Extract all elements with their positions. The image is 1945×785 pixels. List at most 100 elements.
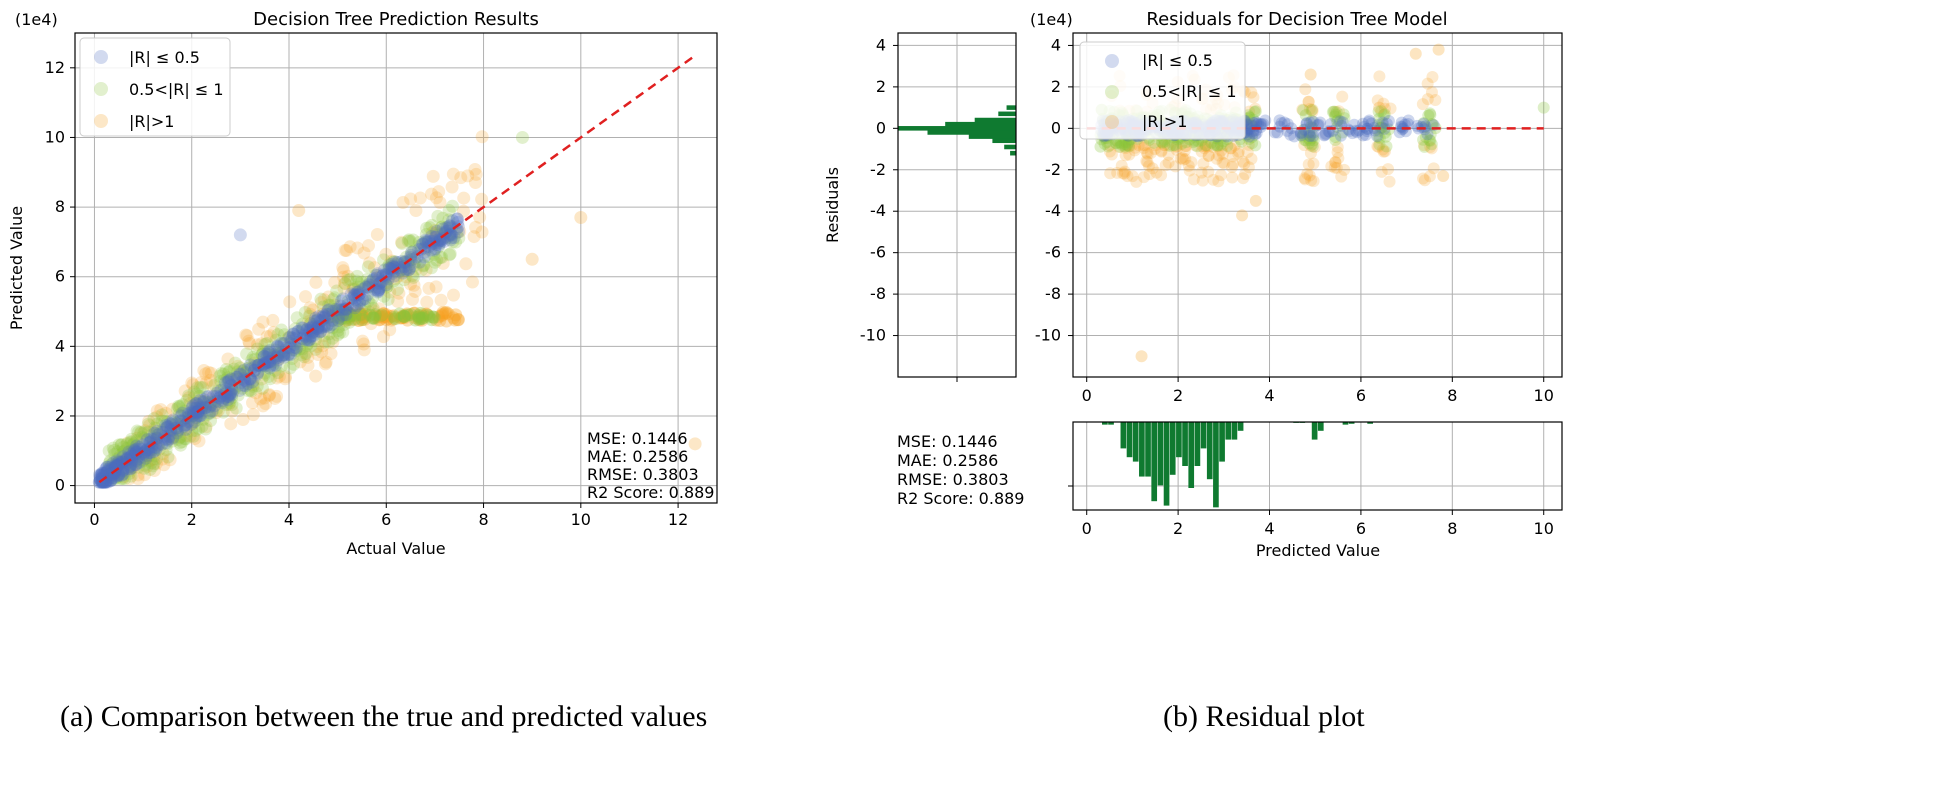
- right-point: [1195, 145, 1208, 158]
- left-point: [395, 311, 409, 325]
- left-point: [425, 313, 439, 327]
- left-point: [129, 445, 143, 459]
- right-point: [1241, 146, 1254, 159]
- bottom-histogram-bar: [1169, 422, 1176, 475]
- right-point: [1140, 146, 1153, 159]
- left-point: [166, 430, 180, 444]
- left-point: [313, 325, 327, 339]
- left-point: [255, 348, 269, 362]
- right-point: [1338, 112, 1351, 125]
- left-point: [172, 408, 186, 422]
- left-point: [341, 294, 355, 308]
- left-point: [352, 313, 366, 327]
- left-point: [228, 356, 242, 370]
- left-point: [334, 312, 348, 326]
- left-point: [186, 417, 200, 431]
- right-point: [1246, 137, 1259, 150]
- left-point: [436, 256, 450, 270]
- left-point: [355, 313, 369, 327]
- left-point: [250, 342, 264, 356]
- right-point: [1307, 129, 1320, 142]
- left-point: [220, 386, 234, 400]
- left-point: [204, 413, 218, 427]
- right-point: [1207, 141, 1220, 154]
- right-point: [1114, 136, 1127, 149]
- left-point: [116, 455, 130, 469]
- left-point: [432, 185, 446, 199]
- left-point: [214, 395, 228, 409]
- right-legend: |R| ≤ 0.5 0.5<|R| ≤ 1 |R|>1: [1079, 41, 1246, 140]
- left-point: [115, 456, 129, 470]
- left-point: [336, 308, 350, 322]
- left-point: [110, 452, 124, 466]
- left-point: [124, 450, 138, 464]
- left-point: [262, 370, 276, 384]
- left-point: [338, 303, 352, 317]
- right-point: [1195, 166, 1208, 179]
- right-point: [1122, 136, 1135, 149]
- left-point: [375, 269, 389, 283]
- left-point: [434, 227, 448, 241]
- left-point: [181, 415, 195, 429]
- left-point: [261, 345, 275, 359]
- left-point: [160, 437, 174, 451]
- left-point: [169, 417, 183, 431]
- left-point: [366, 311, 380, 325]
- left-legend-label-3: |R|>1: [129, 112, 174, 131]
- left-point: [137, 426, 151, 440]
- left-point: [325, 314, 339, 328]
- left-point: [96, 475, 110, 489]
- left-point: [200, 390, 214, 404]
- left-legend-marker-1: [94, 50, 108, 64]
- right-point: [1143, 168, 1156, 181]
- left-point: [343, 309, 357, 323]
- left-point: [271, 328, 285, 342]
- left-point: [391, 269, 405, 283]
- left-point: [397, 260, 411, 274]
- left-point: [182, 391, 196, 405]
- left-point: [409, 262, 423, 276]
- left-point: [239, 328, 253, 342]
- left-point: [417, 250, 431, 264]
- left-point: [292, 335, 306, 349]
- left-point: [402, 262, 416, 276]
- left-point: [396, 309, 410, 323]
- right-point: [1371, 94, 1384, 107]
- left-metrics-box: MSE: 0.1446 MAE: 0.2586 RMSE: 0.3803 R2 …: [587, 429, 714, 502]
- left-point: [197, 393, 211, 407]
- left-point: [399, 262, 413, 276]
- right-point: [1174, 152, 1187, 165]
- right-point: [1250, 116, 1263, 129]
- left-point: [336, 303, 350, 317]
- left-point: [252, 358, 266, 372]
- left-point: [371, 268, 385, 282]
- left-point: [256, 399, 270, 413]
- left-point: [224, 417, 238, 431]
- left-point: [189, 387, 203, 401]
- left-point: [139, 451, 153, 465]
- left-point: [400, 307, 414, 321]
- right-point: [1226, 160, 1239, 173]
- left-point: [217, 367, 231, 381]
- right-point: [1306, 131, 1319, 144]
- left-point: [454, 171, 468, 185]
- left-point: [326, 331, 340, 345]
- left-point: [255, 372, 269, 386]
- left-point: [150, 410, 164, 424]
- right-point: [1242, 161, 1255, 174]
- right-point: [1227, 157, 1240, 170]
- left-point: [116, 467, 130, 481]
- left-point: [199, 401, 213, 415]
- left-point: [515, 130, 529, 144]
- left-point: [201, 396, 215, 410]
- left-point: [473, 210, 487, 224]
- left-point: [203, 399, 217, 413]
- left-point: [422, 310, 436, 324]
- left-point: [245, 353, 259, 367]
- left-point: [93, 472, 107, 486]
- left-point: [130, 453, 144, 467]
- left-point: [351, 280, 365, 294]
- right-point: [1329, 156, 1342, 169]
- left-x-axis-label: Actual Value: [346, 539, 445, 558]
- left-point: [354, 307, 368, 321]
